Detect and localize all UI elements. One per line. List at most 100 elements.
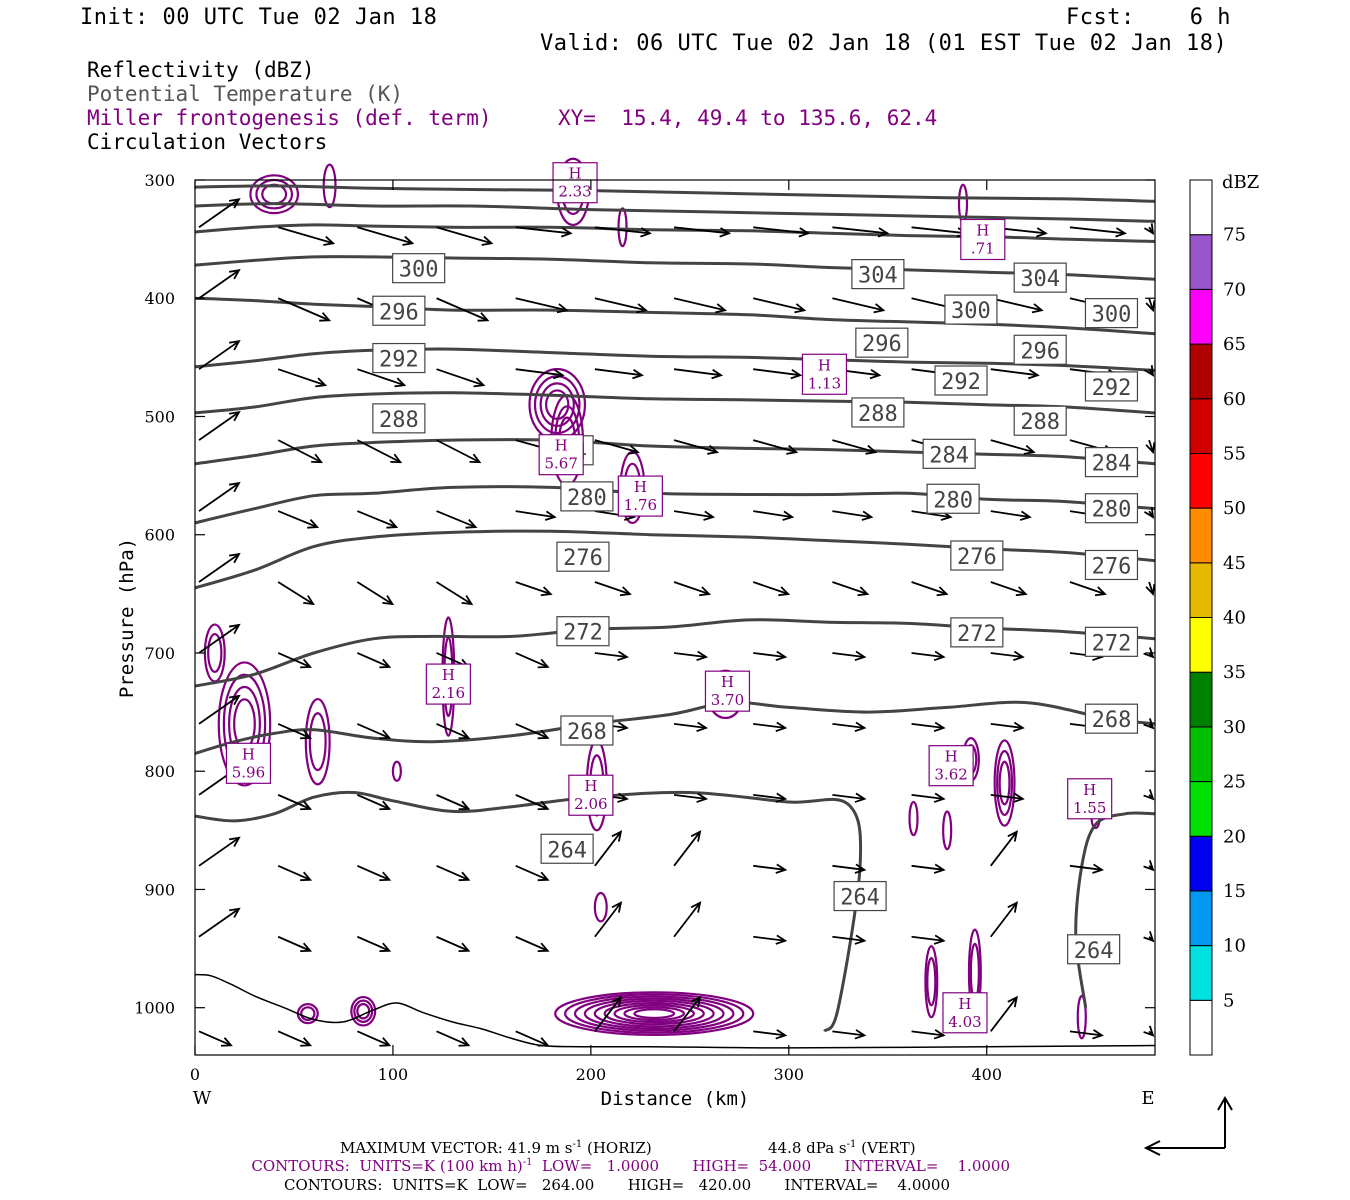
circulation-vector <box>1143 789 1155 801</box>
circulation-vector <box>277 510 320 529</box>
theta-label-box <box>1013 334 1067 365</box>
theta-label-box <box>1084 549 1139 581</box>
circulation-vector <box>753 721 788 732</box>
theta-label-box <box>926 483 980 514</box>
vector-head <box>873 303 886 314</box>
vector-head <box>775 1029 788 1040</box>
colorbar-segment <box>1189 234 1213 290</box>
vector-shaft <box>356 794 390 810</box>
circulation-vector <box>753 650 788 662</box>
footer-sup: -1 <box>572 1139 582 1150</box>
vector-shaft <box>1069 1030 1103 1037</box>
vector-head <box>477 312 490 322</box>
vector-head <box>469 453 482 464</box>
vector-head <box>1145 442 1156 455</box>
vector-head <box>617 721 629 732</box>
vector-head <box>933 792 946 803</box>
circulation-vector <box>990 650 1025 662</box>
circulation-vector <box>911 792 946 803</box>
circulation-vector <box>198 836 241 867</box>
vector-head <box>696 650 709 662</box>
circulation-vector <box>356 581 395 606</box>
theta-label: 288 <box>379 408 419 433</box>
vector-shaft <box>277 368 326 387</box>
vector-head <box>458 729 471 740</box>
circulation-vector <box>673 297 728 314</box>
vector-head <box>877 227 890 238</box>
theta-label-box <box>556 541 610 572</box>
vector-head <box>1143 223 1155 236</box>
vector-shaft <box>356 439 401 463</box>
circulation-vector <box>356 652 392 669</box>
theta-label: 272 <box>563 621 603 646</box>
vector-shaft <box>673 368 722 377</box>
vector-head <box>1143 647 1155 659</box>
vector-shaft <box>911 226 967 235</box>
vector-shaft <box>277 581 314 605</box>
theta-label: 276 <box>563 546 603 571</box>
circulation-vector <box>356 1030 392 1047</box>
vector-head <box>560 227 573 238</box>
vector-shaft <box>436 510 476 528</box>
vector-head <box>323 235 336 246</box>
theta-label: 292 <box>379 348 419 373</box>
vector-head <box>300 658 313 669</box>
theta-label-box <box>560 481 614 512</box>
vector-shaft <box>990 439 1034 454</box>
circulation-vector <box>277 297 332 322</box>
frontogenesis-contour <box>391 760 402 782</box>
circulation-vector <box>515 581 553 597</box>
circulation-vector <box>990 510 1032 521</box>
vector-head <box>632 368 644 380</box>
vector-shaft <box>753 368 801 377</box>
vector-shaft <box>356 581 393 605</box>
terrain <box>194 973 1156 1049</box>
vector-shaft <box>1069 581 1106 595</box>
high-marker: H <box>1083 781 1096 799</box>
circulation-vector <box>1143 718 1155 730</box>
vector-head <box>386 519 399 529</box>
high-box <box>225 742 272 784</box>
init-time: Init: 00 UTC Tue 02 Jan 18 <box>80 5 438 30</box>
circulation-vector <box>832 863 867 874</box>
theta-contour-288 <box>194 391 1156 415</box>
vector-shaft <box>198 198 240 229</box>
theta-label-box <box>1084 371 1139 402</box>
vector-shaft <box>436 439 480 463</box>
vector-shaft <box>673 831 701 867</box>
circulation-vector <box>594 650 629 662</box>
footer-frontogenesis-range: LOW= 1.0000 HIGH= 54.000 INTERVAL= 1.000… <box>533 1157 1010 1175</box>
vector-shaft <box>911 581 947 595</box>
circulation-vector <box>277 723 313 740</box>
vector-shaft <box>277 794 311 810</box>
theta-contour-268 <box>194 700 1156 755</box>
vector-head <box>382 595 395 606</box>
theta-label: 272 <box>1092 631 1132 656</box>
circulation-vector <box>436 510 478 529</box>
vector-head <box>228 340 241 351</box>
circulation-vector <box>436 1030 471 1047</box>
vector-shaft <box>436 1030 469 1047</box>
vector-head <box>1012 650 1025 662</box>
reference-vector-icon <box>1143 1096 1233 1156</box>
vector-head <box>1019 510 1032 521</box>
high-marker: H <box>584 777 597 795</box>
x-tick-label: 300 <box>774 1065 805 1084</box>
field-reflectivity: Reflectivity (dBZ) <box>87 58 315 82</box>
footer-frontogenesis-units: CONTOURS: UNITS=K (100 km h) <box>251 1157 522 1175</box>
circulation-vector <box>515 510 557 521</box>
vector-shaft <box>753 297 805 312</box>
vector-head <box>1143 860 1155 872</box>
terrain-line <box>194 973 1156 1049</box>
vector-shaft <box>990 996 1018 1032</box>
theta-label-box <box>556 616 610 647</box>
circulation-vector <box>1069 863 1104 874</box>
circulation-vector <box>277 368 328 388</box>
circulation-vector <box>515 1030 550 1047</box>
vector-head <box>1115 227 1127 238</box>
svg-text:CONTOURS: UNITS=K (100 km h)-: CONTOURS: UNITS=K (100 km h)-1 LOW= 1.00… <box>218 1157 1034 1175</box>
theta-label: 264 <box>840 886 880 911</box>
theta-label-box <box>1084 703 1139 734</box>
high-box <box>928 745 974 787</box>
circulation-vector <box>753 792 788 803</box>
